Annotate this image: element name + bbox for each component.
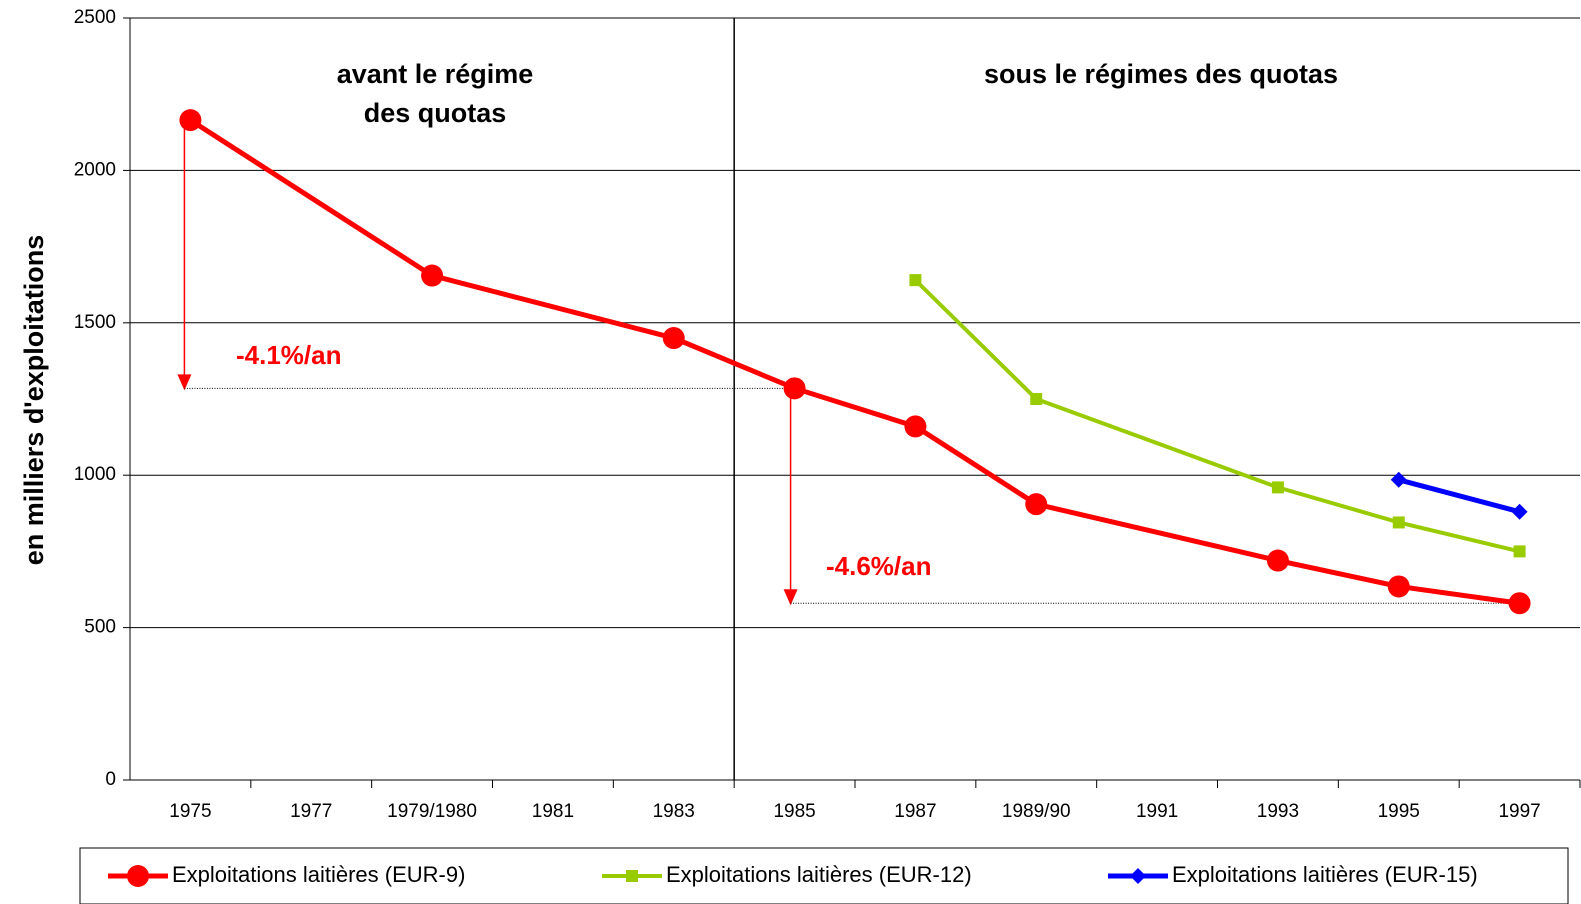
point bbox=[662, 327, 685, 350]
point bbox=[1030, 393, 1043, 405]
legend-label: Exploitations laitières (EUR-12) bbox=[666, 862, 972, 887]
series-line bbox=[1398, 477, 1521, 515]
point bbox=[1387, 575, 1410, 598]
annotation: sous le régimes des quotas bbox=[984, 59, 1338, 89]
rate-annotation: -4.6%/an bbox=[826, 551, 932, 581]
series-line bbox=[914, 278, 1521, 554]
point bbox=[1508, 592, 1531, 615]
rate-annotation: -4.1%/an bbox=[236, 340, 342, 370]
point bbox=[783, 377, 806, 400]
y-tick-label: 500 bbox=[84, 617, 116, 638]
series-line bbox=[189, 118, 1520, 606]
x-tick-label: 1987 bbox=[894, 801, 936, 822]
annotation: avant le régime bbox=[337, 59, 534, 89]
x-tick-label: 1985 bbox=[773, 801, 815, 822]
point bbox=[1513, 545, 1526, 558]
x-tick-label: 1977 bbox=[290, 801, 332, 822]
x-tick-label: 1979/1980 bbox=[387, 801, 477, 822]
x-tick-label: 1997 bbox=[1498, 801, 1540, 822]
point bbox=[1025, 493, 1048, 516]
x-tick-label: 1981 bbox=[532, 801, 574, 822]
legend-marker bbox=[1130, 868, 1146, 884]
point bbox=[1390, 471, 1407, 488]
point bbox=[179, 109, 202, 132]
legend-box bbox=[79, 847, 1569, 904]
y-tick-label: 2500 bbox=[74, 7, 116, 28]
arrow-head bbox=[783, 589, 798, 606]
legend-label: Exploitations laitières (EUR-15) bbox=[1172, 862, 1478, 887]
y-axis-label: en milliers d'exploitations bbox=[19, 235, 49, 566]
x-tick-label: 1975 bbox=[169, 801, 211, 822]
point bbox=[1392, 516, 1405, 529]
point bbox=[1266, 549, 1289, 572]
y-tick-label: 1500 bbox=[74, 312, 116, 333]
x-tick-label: 1989/90 bbox=[1002, 801, 1071, 822]
x-tick-label: 1991 bbox=[1136, 801, 1178, 822]
legend-marker bbox=[127, 865, 149, 887]
point bbox=[1511, 503, 1528, 520]
y-tick-label: 0 bbox=[105, 769, 116, 790]
point bbox=[909, 274, 922, 287]
legend-marker bbox=[626, 870, 638, 882]
x-tick-label: 1995 bbox=[1378, 801, 1420, 822]
y-tick-label: 1000 bbox=[74, 464, 116, 485]
legend-label: Exploitations laitières (EUR-9) bbox=[172, 862, 465, 887]
x-tick-label: 1993 bbox=[1257, 801, 1299, 822]
point bbox=[904, 415, 927, 438]
annotation: des quotas bbox=[364, 98, 507, 128]
y-tick-label: 2000 bbox=[74, 159, 116, 180]
x-tick-label: 1983 bbox=[653, 801, 695, 822]
point bbox=[1271, 481, 1284, 494]
arrow-head bbox=[177, 374, 192, 391]
point bbox=[421, 264, 444, 287]
